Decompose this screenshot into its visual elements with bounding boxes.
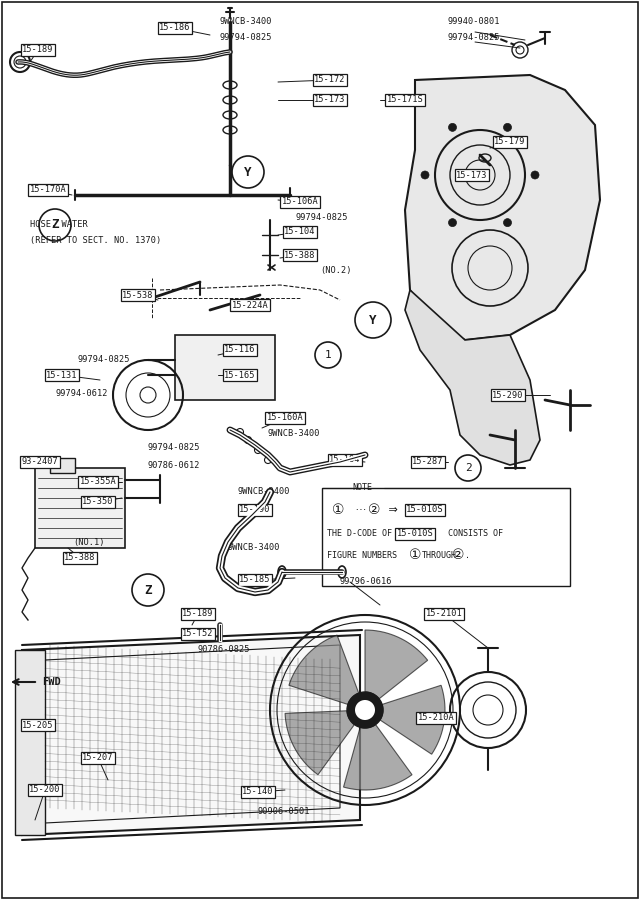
- Text: 15-173: 15-173: [456, 170, 488, 179]
- Text: 15-165: 15-165: [224, 371, 256, 380]
- Text: 15-2101: 15-2101: [426, 609, 462, 618]
- Text: 15-350: 15-350: [83, 498, 114, 507]
- Text: 15-287: 15-287: [412, 457, 444, 466]
- Text: (REFER TO SECT. NO. 1370): (REFER TO SECT. NO. 1370): [30, 236, 161, 245]
- Polygon shape: [405, 75, 600, 340]
- Text: 15-010S: 15-010S: [397, 529, 433, 538]
- Text: 15-388: 15-388: [284, 250, 316, 259]
- Text: THROUGH: THROUGH: [422, 551, 457, 560]
- Text: 15-173: 15-173: [314, 95, 346, 104]
- Text: 15-010S: 15-010S: [406, 506, 444, 515]
- Polygon shape: [344, 724, 412, 790]
- Text: Y: Y: [244, 166, 252, 178]
- Text: ···: ···: [352, 505, 370, 515]
- Text: 15-210A: 15-210A: [418, 714, 454, 723]
- Polygon shape: [365, 630, 428, 698]
- Text: 15-184: 15-184: [329, 455, 361, 464]
- Text: 99794-0612: 99794-0612: [55, 389, 108, 398]
- Circle shape: [449, 123, 456, 131]
- Polygon shape: [45, 645, 340, 823]
- Polygon shape: [22, 635, 360, 835]
- Text: 15-189: 15-189: [22, 46, 54, 55]
- Text: 15-160A: 15-160A: [267, 413, 303, 422]
- Text: NOTE: NOTE: [352, 483, 372, 492]
- Text: 9WNCB-3400: 9WNCB-3400: [238, 488, 291, 497]
- Text: FIGURE NUMBERS: FIGURE NUMBERS: [327, 551, 397, 560]
- Text: 15-290: 15-290: [492, 391, 524, 400]
- Polygon shape: [380, 685, 445, 754]
- Text: 15-131: 15-131: [46, 371, 77, 380]
- Text: ⇒: ⇒: [385, 505, 401, 515]
- Text: 15-388: 15-388: [64, 554, 96, 562]
- Circle shape: [347, 692, 383, 728]
- Text: Y: Y: [369, 313, 377, 327]
- Text: THE D-CODE OF: THE D-CODE OF: [327, 529, 392, 538]
- Text: FWD: FWD: [42, 677, 61, 687]
- Polygon shape: [289, 635, 358, 705]
- Text: Z: Z: [144, 583, 152, 597]
- Text: 15-116: 15-116: [224, 346, 256, 355]
- Circle shape: [421, 171, 429, 179]
- Text: 99794-0825: 99794-0825: [220, 33, 273, 42]
- Bar: [175, 335, 275, 400]
- Text: 2: 2: [465, 463, 472, 473]
- Text: 15-185: 15-185: [239, 575, 271, 584]
- Bar: [50, 458, 75, 473]
- Text: 15-170A: 15-170A: [29, 185, 67, 194]
- Text: 90906-0501: 90906-0501: [258, 807, 310, 816]
- Text: 9WNCB-3400: 9WNCB-3400: [268, 428, 321, 437]
- Text: 15-200: 15-200: [29, 786, 61, 795]
- Text: 99796-0616: 99796-0616: [340, 578, 392, 587]
- Text: 15-224A: 15-224A: [232, 301, 268, 310]
- Circle shape: [449, 219, 456, 227]
- Text: HOSE, WATER: HOSE, WATER: [30, 220, 88, 230]
- Text: 15-172: 15-172: [314, 76, 346, 85]
- Text: ②: ②: [452, 548, 464, 562]
- Text: (NO.2): (NO.2): [320, 266, 351, 274]
- Text: 90786-0825: 90786-0825: [198, 645, 250, 654]
- Text: 99940-0801: 99940-0801: [448, 17, 500, 26]
- Text: 93-2407: 93-2407: [22, 457, 58, 466]
- Text: (NO.1): (NO.1): [73, 538, 104, 547]
- Text: ①: ①: [332, 503, 344, 517]
- Text: 9WNCB-3400: 9WNCB-3400: [228, 544, 280, 553]
- Text: 15-189: 15-189: [182, 609, 214, 618]
- Polygon shape: [405, 290, 540, 465]
- Text: 15-190: 15-190: [239, 506, 271, 515]
- Text: Z: Z: [51, 219, 59, 231]
- Text: 15-355A: 15-355A: [79, 478, 116, 487]
- Bar: [35, 468, 125, 548]
- Circle shape: [531, 171, 539, 179]
- Text: 99794-0825: 99794-0825: [448, 33, 500, 42]
- Text: ②: ②: [368, 503, 380, 517]
- Text: 9WNCB-3400: 9WNCB-3400: [220, 17, 273, 26]
- Text: 15-205: 15-205: [22, 721, 54, 730]
- Bar: [322, 488, 570, 586]
- Text: .: .: [465, 551, 470, 560]
- Text: CONSISTS OF: CONSISTS OF: [448, 529, 503, 538]
- Text: 15-104: 15-104: [284, 228, 316, 237]
- Text: 15-186: 15-186: [159, 23, 191, 32]
- Text: 15-171S: 15-171S: [387, 95, 424, 104]
- Text: 90786-0612: 90786-0612: [148, 461, 200, 470]
- Circle shape: [504, 219, 511, 227]
- Text: 15-179: 15-179: [494, 138, 525, 147]
- Text: 15-207: 15-207: [83, 753, 114, 762]
- Text: 15-T52: 15-T52: [182, 629, 214, 638]
- Polygon shape: [285, 711, 355, 775]
- Circle shape: [504, 123, 511, 131]
- Text: 99794-0825: 99794-0825: [295, 213, 348, 222]
- Bar: [15, 650, 45, 835]
- Text: 1: 1: [324, 350, 332, 360]
- Text: 99794-0825: 99794-0825: [148, 444, 200, 453]
- Text: ①: ①: [409, 548, 421, 562]
- Text: 15-140: 15-140: [243, 788, 274, 796]
- Text: 15-106A: 15-106A: [282, 197, 318, 206]
- Text: 99794-0825: 99794-0825: [78, 356, 131, 364]
- Text: 15-538: 15-538: [122, 291, 154, 300]
- Circle shape: [355, 700, 375, 720]
